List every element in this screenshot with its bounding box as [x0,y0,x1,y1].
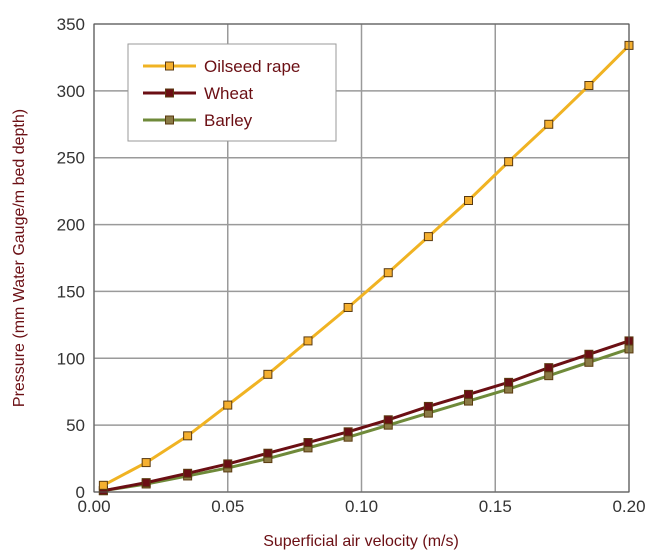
y-tick-label: 0 [76,483,85,502]
legend-swatch-marker-wheat [165,88,174,98]
data-point-wheat [383,415,393,425]
x-axis-title: Superficial air velocity (m/s) [263,533,459,550]
legend-swatch-marker-oilseed-rape [165,61,174,71]
data-point-oilseed-rape [223,400,233,410]
series-line-wheat [103,339,630,493]
data-point-oilseed-rape [183,431,193,441]
y-tick-labels: 0 50 100 150 200 250 300 350 [57,15,85,502]
data-point-wheat [584,349,594,359]
data-point-wheat [544,363,554,373]
legend-label-wheat: Wheat [204,84,253,103]
data-point-oilseed-rape [263,369,273,379]
data-point-oilseed-rape [584,81,594,91]
legend-items: Oilseed rape Wheat Barley [143,57,300,130]
data-point-oilseed-rape [98,480,108,490]
x-tick-label: 0.05 [211,497,244,516]
x-tick-label: 0.00 [77,497,110,516]
y-tick-label: 150 [57,282,85,301]
x-tick-label: 0.15 [479,497,512,516]
y-tick-label: 250 [57,149,85,168]
y-tick-label: 350 [57,15,85,34]
legend-label-oilseed-rape: Oilseed rape [204,57,300,76]
legend-label-barley: Barley [204,111,253,130]
y-tick-label: 300 [57,82,85,101]
x-tick-labels: 0.00 0.05 0.10 0.15 0.20 [77,497,645,516]
data-point-oilseed-rape [423,232,433,242]
data-point-oilseed-rape [141,458,151,468]
data-point-barley [584,357,594,367]
data-point-wheat [464,389,473,399]
series-line-oilseed-rape [102,44,631,487]
y-tick-label: 50 [66,416,85,435]
data-point-oilseed-rape [464,196,473,206]
y-tick-label: 100 [57,349,85,368]
x-tick-label: 0.20 [612,497,645,516]
y-tick-label: 200 [57,216,85,235]
data-point-wheat [263,448,273,458]
data-point-wheat [504,377,514,387]
data-point-wheat [141,478,151,488]
data-point-wheat [223,459,233,469]
y-axis-title: Pressure (mm Water Gauge/m bed depth) [11,109,28,407]
series-line-barley [103,347,630,493]
x-tick-label: 0.10 [345,497,378,516]
data-point-wheat [343,427,353,437]
data-point-barley [544,371,554,381]
data-point-oilseed-rape [303,336,313,346]
data-point-oilseed-rape [504,157,514,167]
legend-swatch-marker-barley [165,115,174,125]
data-point-oilseed-rape [383,268,393,278]
legend: Oilseed rape Wheat Barley [127,43,337,142]
data-point-wheat [183,468,193,478]
plot-frame [93,23,630,493]
data-point-wheat [423,401,433,411]
data-point-wheat [303,438,313,448]
data-point-oilseed-rape [544,119,554,129]
data-point-oilseed-rape [343,302,353,312]
